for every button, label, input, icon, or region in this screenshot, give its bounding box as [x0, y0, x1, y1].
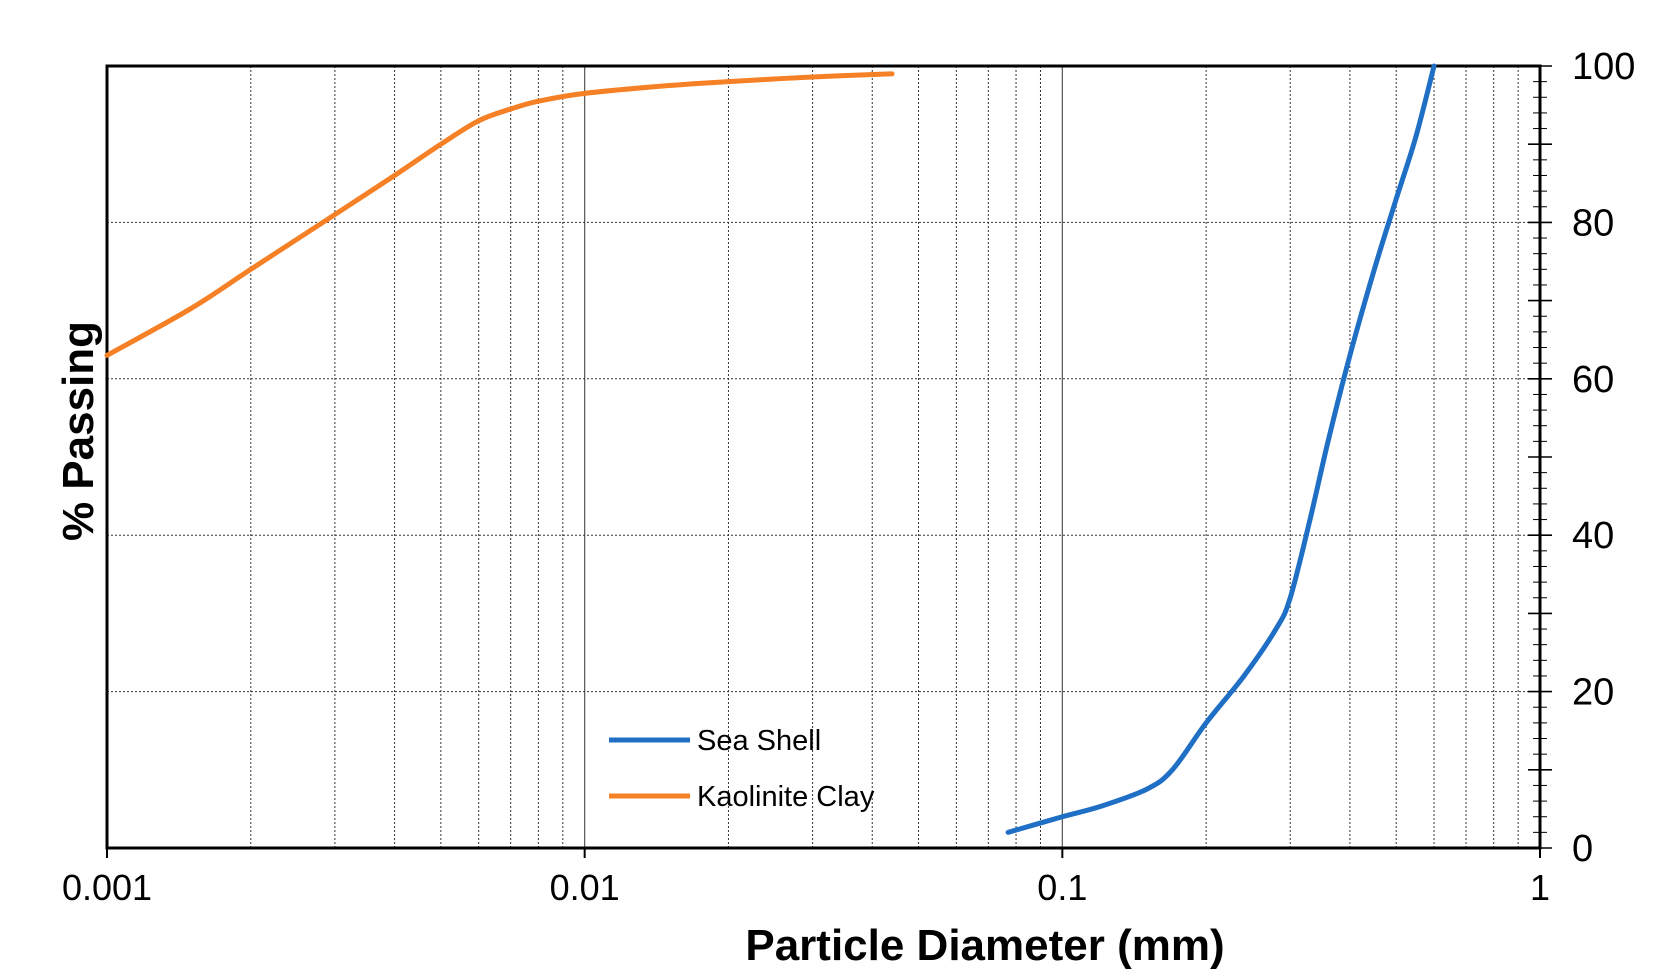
y-tick-label: 80 [1572, 202, 1614, 244]
plot-frame [105, 64, 1542, 850]
minor-grid [250, 66, 1519, 848]
major-grid [107, 66, 1540, 848]
x-tick-label: 0.001 [62, 867, 152, 908]
y-axis-title: % Passing [54, 321, 103, 541]
y-tick-labels: 0 20 40 60 80 100 [1572, 46, 1635, 870]
series-line-sea-shell [1005, 63, 1437, 835]
series-line-kaolinite-clay [104, 71, 895, 358]
legend: Sea Shell Kaolinite Clay [609, 725, 875, 813]
series-layer [104, 63, 1437, 835]
y-tick-label: 60 [1572, 359, 1614, 401]
y-tick-label: 20 [1572, 672, 1614, 714]
y-tick-label: 0 [1572, 828, 1593, 870]
legend-label-sea-shell: Sea Shell [697, 725, 821, 757]
y-tick-label: 100 [1572, 46, 1635, 88]
x-tick-label: 1 [1530, 867, 1550, 908]
x-tick-label: 0.1 [1037, 867, 1087, 908]
y-tick-label: 40 [1572, 515, 1614, 557]
x-tick-labels: 0.001 0.01 0.1 1 [62, 867, 1550, 908]
axis-ticks [106, 65, 1552, 858]
legend-label-kaolinite-clay: Kaolinite Clay [697, 781, 875, 813]
x-tick-label: 0.01 [550, 867, 620, 908]
x-axis-title: Particle Diameter (mm) [745, 921, 1224, 970]
